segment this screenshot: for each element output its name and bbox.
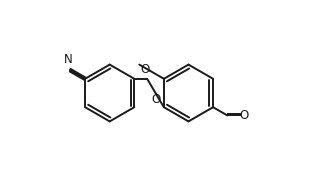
- Text: N: N: [64, 53, 73, 66]
- Text: O: O: [240, 109, 249, 122]
- Text: O: O: [140, 63, 150, 76]
- Text: O: O: [152, 93, 161, 106]
